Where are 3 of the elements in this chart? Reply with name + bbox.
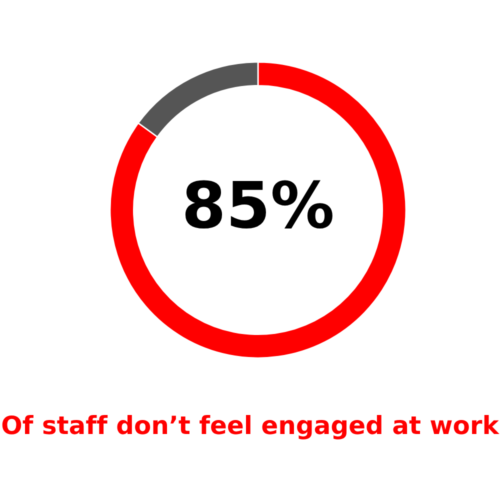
data-label: 85% (185, 180, 332, 229)
donut-slice (109, 61, 407, 359)
text: Of staff don’t feel engaged at work (2, 415, 500, 440)
